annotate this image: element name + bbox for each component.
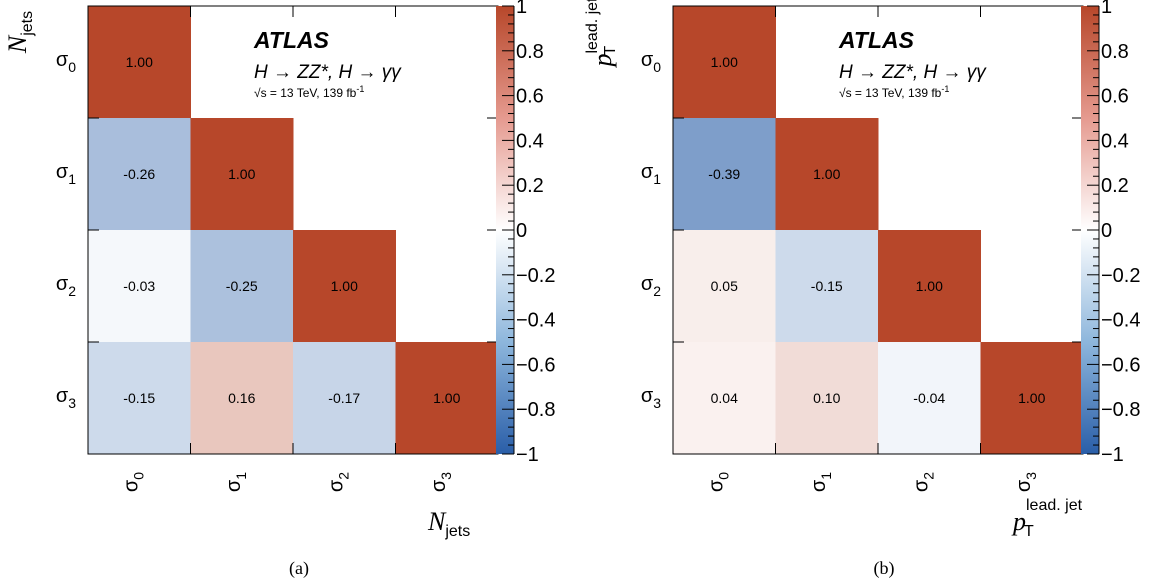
x-tick-label: σ3 — [1013, 472, 1039, 492]
colorbar-tick-label: 0.6 — [516, 86, 544, 108]
heatmap-cell — [673, 230, 776, 343]
cell-value-label: 1.00 — [916, 278, 943, 294]
lumi-label: √s = 13 TeV, 139 fb-1 — [839, 84, 949, 100]
colorbar-tick-label: 0.8 — [516, 41, 544, 63]
cell-value-label: 1.00 — [228, 166, 255, 182]
panel-caption: (b) — [874, 558, 895, 579]
cell-value-label: 1.00 — [813, 166, 840, 182]
colorbar-tick-label: 0.8 — [1101, 41, 1129, 63]
x-tick-label: σ0 — [705, 472, 731, 492]
heatmap-cell — [88, 6, 191, 119]
x-tick-label: σ0 — [120, 472, 146, 492]
process-label: H → ZZ*, H → γγ — [839, 62, 987, 83]
heatmap-cell — [673, 118, 776, 231]
colorbar-tick-label: 0.4 — [516, 130, 544, 152]
y-tick-label: σ3 — [56, 385, 76, 411]
colorbar-tick-label: 0.2 — [1101, 175, 1129, 197]
lumi-label: √s = 13 TeV, 139 fb-1 — [254, 84, 364, 100]
cell-value-label: -0.26 — [123, 166, 155, 182]
heatmap-cell — [293, 230, 396, 343]
heatmap-cell — [395, 342, 499, 455]
cell-value-label: -0.17 — [328, 390, 360, 406]
cell-value-label: -0.25 — [226, 278, 258, 294]
colorbar-tick-label: 1 — [516, 0, 527, 18]
cell-value-label: 0.04 — [711, 390, 738, 406]
heatmap-cell — [190, 342, 294, 455]
cell-value-label: 1.00 — [711, 54, 738, 70]
y-tick-label: σ1 — [641, 161, 661, 187]
panel-caption: (a) — [289, 558, 309, 579]
heatmap-cell — [878, 342, 981, 455]
heatmap-cell — [775, 230, 879, 343]
cell-value-label: 1.00 — [1018, 390, 1045, 406]
heatmap-cell — [673, 6, 776, 119]
y-tick-label: σ2 — [641, 273, 661, 299]
heatmap-cell — [775, 342, 879, 455]
heatmap-cell — [190, 118, 294, 231]
x-axis-title: Njets — [427, 507, 470, 540]
heatmap-cell — [190, 230, 294, 343]
cell-value-label: 1.00 — [126, 54, 153, 70]
cell-value-label: -0.15 — [811, 278, 843, 294]
x-tick-label: σ3 — [428, 472, 454, 492]
y-tick-label: σ1 — [56, 161, 76, 187]
colorbar-tick-label: −0.8 — [1101, 399, 1140, 421]
colorbar-tick-label: 0 — [1101, 220, 1112, 242]
cell-value-label: -0.39 — [708, 166, 740, 182]
y-tick-label: σ3 — [641, 385, 661, 411]
heatmap-cell — [980, 342, 1084, 455]
colorbar-tick-label: 0.6 — [1101, 86, 1129, 108]
heatmap-cell — [775, 118, 879, 231]
heatmap-cell — [88, 230, 191, 343]
colorbar-tick-label: 1 — [1101, 0, 1112, 18]
colorbar-tick-label: −0.2 — [516, 265, 555, 287]
panel-b: 1.00 -0.39 1.00 0.05 -0.15 1.00 0.04 0.10 -0.04 1… — [584, 0, 1140, 579]
heatmap-cell — [88, 342, 191, 455]
cell-value-label: 0.10 — [813, 390, 840, 406]
y-tick-label: σ2 — [56, 273, 76, 299]
heatmap-cell — [878, 230, 981, 343]
cell-value-label: -0.15 — [123, 390, 155, 406]
y-axis-title: Njets — [3, 11, 36, 54]
heatmap-cell — [88, 118, 191, 231]
process-label: H → ZZ*, H → γγ — [254, 62, 402, 83]
heatmap-cell — [293, 342, 396, 455]
x-tick-label: σ1 — [223, 472, 249, 492]
colorbar-tick-label: 0.2 — [516, 175, 544, 197]
y-axis-title: plead. jetT — [584, 0, 619, 69]
colorbar-tick-label: −0.8 — [516, 399, 555, 421]
colorbar-tick-label: −0.4 — [1101, 310, 1140, 332]
cell-value-label: 0.16 — [228, 390, 255, 406]
x-tick-label: σ2 — [325, 472, 351, 492]
cell-value-label: 1.00 — [433, 390, 460, 406]
colorbar-tick-label: −1 — [516, 444, 539, 466]
panel-a: 1.00 -0.26 1.00 -0.03 -0.25 1.00 -0.15 0.16 -0.1… — [3, 0, 555, 579]
colorbar-tick-label: −0.6 — [1101, 354, 1140, 376]
x-tick-label: σ1 — [808, 472, 834, 492]
colorbar-tick-label: −0.6 — [516, 354, 555, 376]
colorbar-tick-label: −0.2 — [1101, 265, 1140, 287]
colorbar-tick-label: −1 — [1101, 444, 1124, 466]
cell-value-label: 0.05 — [711, 278, 738, 294]
y-tick-label: σ0 — [56, 49, 76, 75]
y-tick-label: σ0 — [641, 49, 661, 75]
heatmap-cell — [673, 342, 776, 455]
colorbar-tick-label: 0.4 — [1101, 130, 1129, 152]
cell-value-label: -0.04 — [913, 390, 945, 406]
cell-value-label: 1.00 — [331, 278, 358, 294]
cell-value-label: -0.03 — [123, 278, 155, 294]
colorbar-tick-label: −0.4 — [516, 310, 555, 332]
atlas-label: ATLAS — [253, 27, 330, 53]
atlas-label: ATLAS — [838, 27, 915, 53]
x-axis-title: plead. jet T — [1011, 497, 1083, 540]
colorbar-tick-label: 0 — [516, 220, 527, 242]
x-tick-label: σ2 — [910, 472, 936, 492]
